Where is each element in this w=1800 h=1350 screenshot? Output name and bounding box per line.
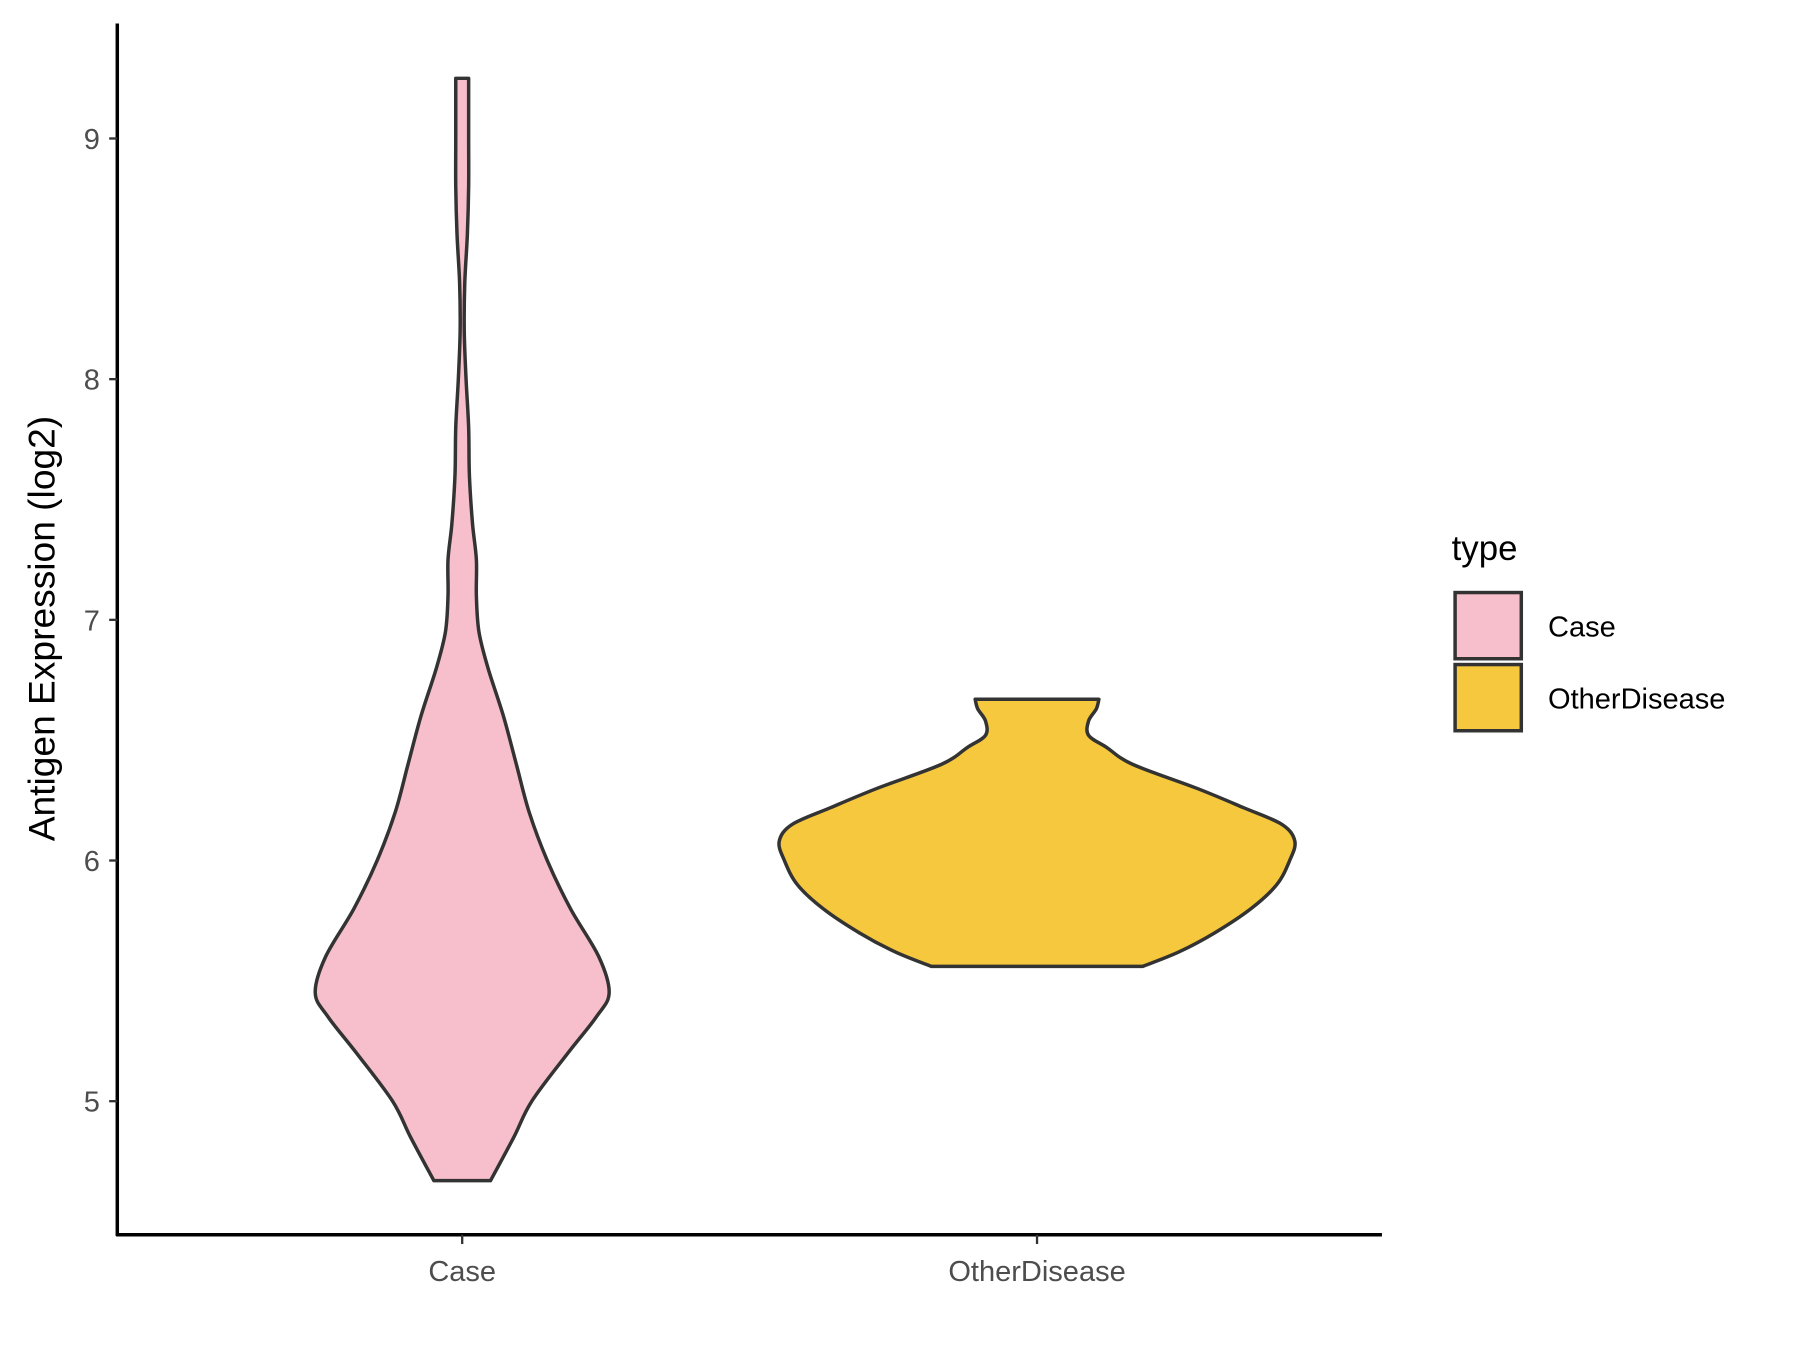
violin-otherdisease bbox=[777, 697, 1297, 969]
violins bbox=[313, 76, 1297, 1183]
y-ticks: 5 6 7 8 9 bbox=[84, 124, 118, 1119]
x-tick-label: OtherDisease bbox=[948, 1256, 1125, 1288]
y-tick-label: 5 bbox=[84, 1087, 100, 1119]
legend-label: OtherDisease bbox=[1548, 684, 1725, 716]
x-ticks: Case OtherDisease bbox=[428, 1234, 1126, 1288]
y-tick-label: 8 bbox=[84, 365, 100, 397]
x-tick-label: Case bbox=[428, 1256, 496, 1288]
y-tick-label: 6 bbox=[84, 846, 100, 878]
y-tick-label: 9 bbox=[84, 124, 100, 156]
y-tick-label: 7 bbox=[84, 605, 100, 637]
y-axis-label: Antigen Expression (log2) bbox=[21, 416, 63, 841]
legend: type Case OtherDisease bbox=[1452, 529, 1725, 733]
legend-swatch bbox=[1453, 662, 1524, 733]
legend-title: type bbox=[1452, 529, 1518, 568]
violin-case bbox=[313, 76, 611, 1183]
legend-swatch bbox=[1453, 590, 1524, 661]
legend-label: Case bbox=[1548, 612, 1616, 644]
